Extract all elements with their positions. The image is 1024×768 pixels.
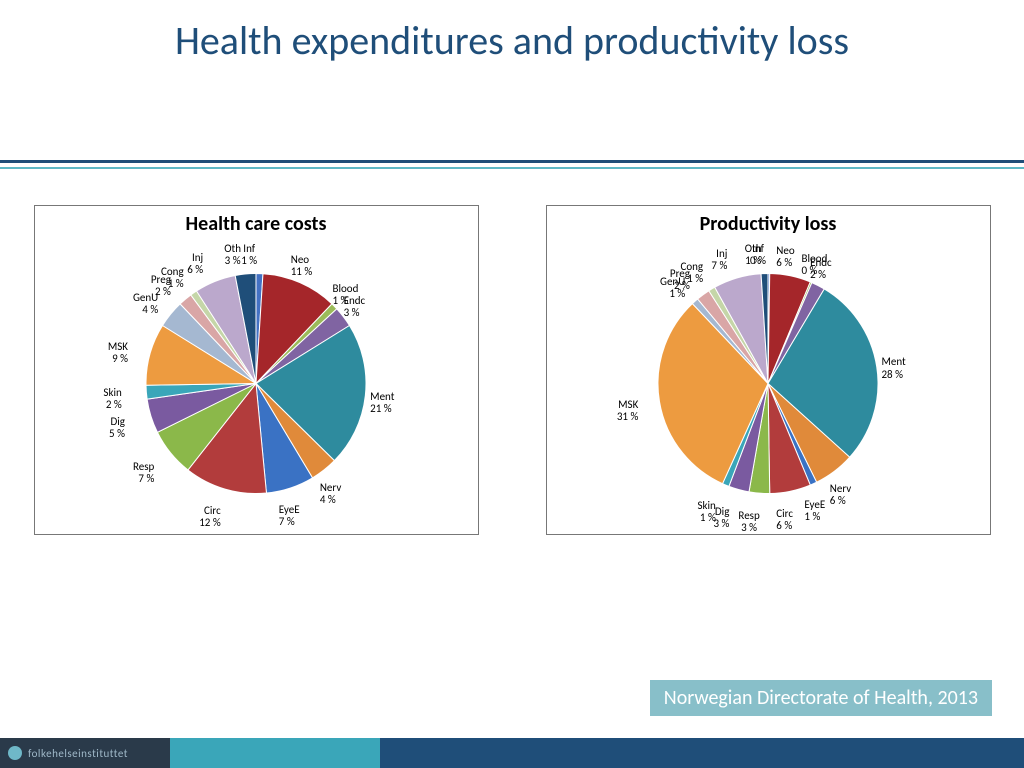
logo-icon <box>8 746 22 760</box>
pie-svg <box>658 274 878 494</box>
slice-label-endc: Endc2 % <box>810 257 832 281</box>
slide: Health expenditures and productivity los… <box>0 0 1024 768</box>
pie-chart <box>146 274 366 499</box>
slice-label-skin: Skin2 % <box>103 387 121 411</box>
slice-label-circ: Circ6 % <box>776 508 793 532</box>
footer-bar: folkehelseinstituttet <box>0 738 1024 768</box>
slice-label-ment: Ment28 % <box>881 356 905 380</box>
slice-label-msk: MSK31 % <box>617 399 639 423</box>
chart-title: Health care costs <box>35 206 478 236</box>
chart-health-care-costs: Health care costs Inf1 %Neo11 %Blood1 %E… <box>34 205 479 535</box>
slice-label-eyee: EyeE7 % <box>279 504 300 528</box>
footer-logo-segment: folkehelseinstituttet <box>0 738 170 768</box>
title-rule-secondary <box>0 167 1024 169</box>
charts-row: Health care costs Inf1 %Neo11 %Blood1 %E… <box>0 205 1024 535</box>
footer-logo-text: folkehelseinstituttet <box>28 747 128 760</box>
slice-label-inj: Inj7 % <box>711 248 727 272</box>
slice-label-oth: Oth3 % <box>224 243 241 267</box>
slide-title: Health expenditures and productivity los… <box>0 0 1024 64</box>
slice-label-resp: Resp3 % <box>738 510 759 534</box>
slice-label-inf: Inf1 % <box>241 243 257 267</box>
slice-label-cong: Cong1 % <box>161 266 184 290</box>
footer-accent-segment <box>170 738 380 768</box>
chart-productivity-loss: Productivity loss Inf0 %Neo6 %Blood0 %En… <box>546 205 991 535</box>
slice-label-cong: Cong1 % <box>680 261 703 285</box>
slice-label-nerv: Nerv6 % <box>830 483 851 507</box>
slice-label-ment: Ment21 % <box>370 391 394 415</box>
chart-title: Productivity loss <box>547 206 990 236</box>
slice-label-neo: Neo6 % <box>776 245 794 269</box>
title-rule-primary <box>0 160 1024 163</box>
slice-label-oth: Oth1 % <box>745 243 762 267</box>
slice-label-skin: Skin1 % <box>697 500 715 524</box>
pie-chart <box>658 274 878 499</box>
source-label: Norwegian Directorate of Health, 2013 <box>650 680 992 716</box>
slice-label-neo: Neo11 % <box>291 254 313 278</box>
slice-label-inj: Inj6 % <box>187 252 203 276</box>
slice-label-dig: Dig5 % <box>109 416 125 440</box>
slice-label-circ: Circ12 % <box>199 505 221 529</box>
slice-label-eyee: EyeE1 % <box>804 499 825 523</box>
slice-label-resp: Resp7 % <box>133 461 154 485</box>
slice-label-endc: Endc3 % <box>344 295 366 319</box>
slice-label-msk: MSK9 % <box>108 341 128 365</box>
pie-svg <box>146 274 366 494</box>
slice-label-nerv: Nerv4 % <box>320 482 341 506</box>
